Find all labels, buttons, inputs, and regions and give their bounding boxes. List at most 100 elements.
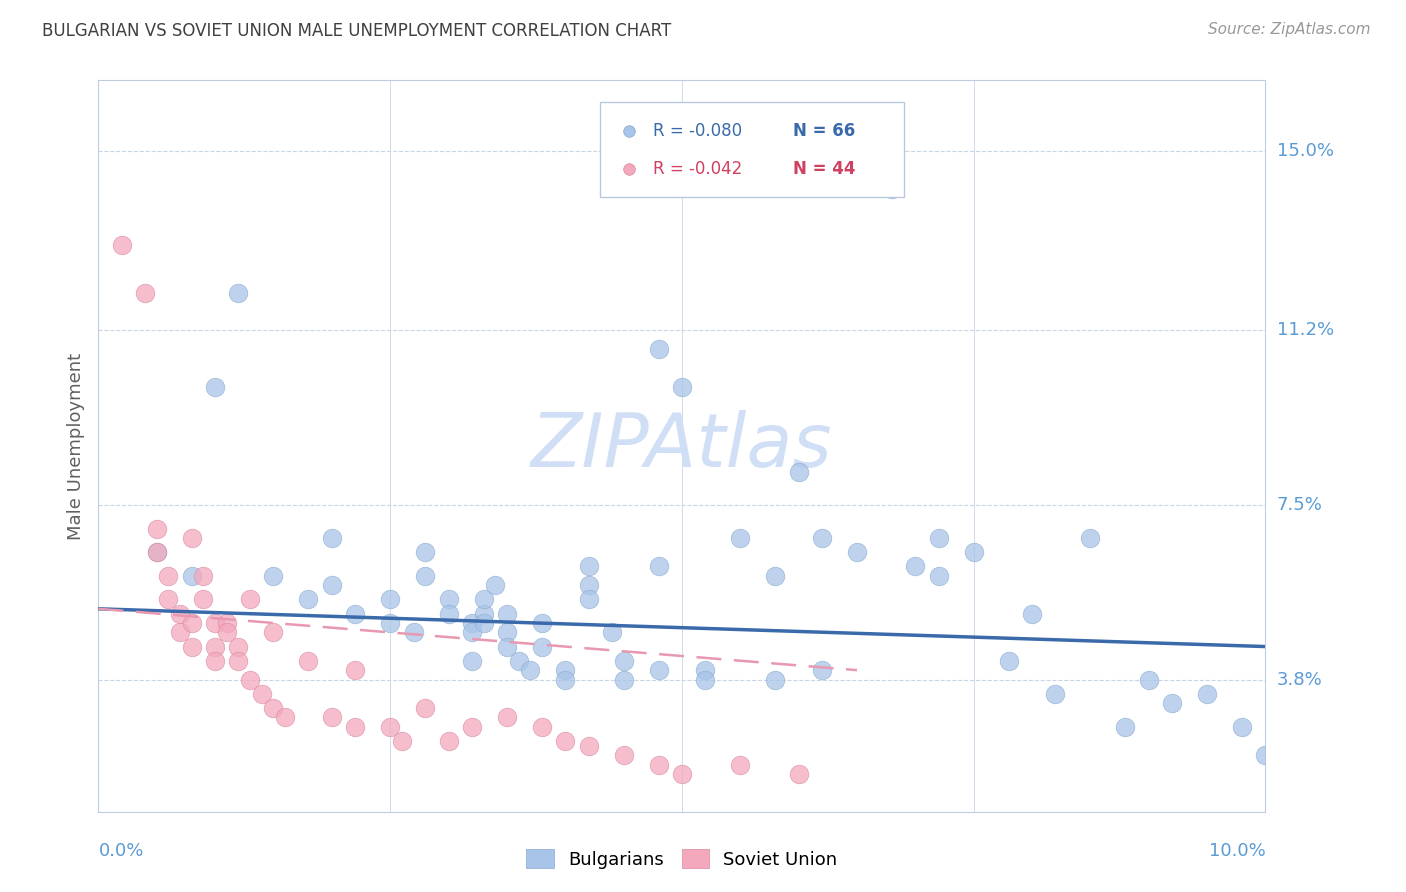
Point (274, 710, 297, 724)
Point (134, 285, 156, 300)
Point (1254, 748, 1277, 763)
Point (763, 673, 786, 687)
Text: 0.0%: 0.0% (98, 842, 143, 860)
Point (671, 767, 693, 781)
Point (554, 673, 576, 687)
Point (250, 687, 273, 701)
Text: R = -0.080: R = -0.080 (652, 121, 742, 140)
Point (461, 720, 484, 734)
Point (845, 545, 868, 559)
Point (695, 663, 717, 677)
Point (728, 531, 751, 545)
Text: ZIPAtlas: ZIPAtlas (531, 410, 832, 482)
Point (928, 568, 950, 582)
Point (508, 654, 530, 668)
Text: Source: ZipAtlas.com: Source: ZipAtlas.com (1208, 22, 1371, 37)
Point (297, 654, 319, 668)
Point (1161, 696, 1184, 710)
Point (204, 380, 226, 394)
Point (1021, 607, 1043, 621)
Point (378, 592, 402, 607)
Text: N = 44: N = 44 (793, 160, 855, 178)
Point (578, 592, 600, 607)
Point (1114, 720, 1136, 734)
Point (437, 592, 460, 607)
Point (204, 654, 226, 668)
Point (928, 531, 950, 545)
Point (297, 592, 319, 607)
Point (157, 568, 180, 582)
Point (157, 592, 180, 607)
Point (495, 625, 517, 640)
Text: 10.0%: 10.0% (1209, 842, 1265, 860)
Point (578, 559, 600, 574)
Point (146, 522, 169, 536)
Point (391, 734, 413, 748)
Point (647, 757, 669, 772)
Point (997, 654, 1019, 668)
Point (461, 625, 484, 640)
Point (811, 531, 834, 545)
Point (880, 182, 903, 196)
Point (472, 592, 495, 607)
Point (344, 720, 367, 734)
Point (344, 663, 367, 677)
Point (204, 640, 226, 654)
Point (578, 739, 600, 753)
Point (763, 568, 786, 582)
Point (180, 531, 202, 545)
Point (495, 710, 517, 724)
Point (215, 625, 238, 640)
Text: R = -0.042: R = -0.042 (652, 160, 742, 178)
Point (111, 238, 134, 252)
Point (461, 654, 484, 668)
Point (671, 380, 693, 394)
Point (413, 568, 436, 582)
Y-axis label: Male Unemployment: Male Unemployment (66, 352, 84, 540)
Point (472, 607, 495, 621)
Text: 7.5%: 7.5% (1277, 496, 1323, 514)
Point (437, 607, 460, 621)
Point (239, 673, 262, 687)
Point (402, 625, 425, 640)
Point (180, 568, 202, 582)
Point (787, 767, 810, 781)
Point (530, 640, 553, 654)
FancyBboxPatch shape (600, 103, 904, 197)
Point (437, 734, 460, 748)
Point (180, 615, 202, 630)
Text: 11.2%: 11.2% (1277, 321, 1334, 339)
Point (495, 640, 517, 654)
Point (472, 615, 495, 630)
Point (787, 465, 810, 479)
Point (600, 625, 623, 640)
Point (321, 531, 343, 545)
Point (554, 663, 576, 677)
Point (811, 663, 834, 677)
Point (146, 545, 169, 559)
Point (169, 625, 191, 640)
Point (484, 578, 506, 592)
Point (262, 701, 284, 715)
Point (193, 592, 215, 607)
Point (228, 654, 250, 668)
Point (530, 720, 553, 734)
Point (262, 568, 284, 582)
Point (647, 343, 669, 357)
Point (1045, 687, 1067, 701)
Point (413, 701, 436, 715)
Point (728, 757, 751, 772)
Point (321, 710, 343, 724)
Point (530, 615, 553, 630)
Point (1195, 687, 1218, 701)
Point (169, 607, 191, 621)
Point (554, 734, 576, 748)
Text: N = 66: N = 66 (793, 121, 855, 140)
Point (1080, 531, 1102, 545)
Point (146, 545, 169, 559)
Point (204, 615, 226, 630)
Point (1137, 673, 1160, 687)
Point (413, 545, 436, 559)
Point (695, 673, 717, 687)
Point (321, 578, 343, 592)
